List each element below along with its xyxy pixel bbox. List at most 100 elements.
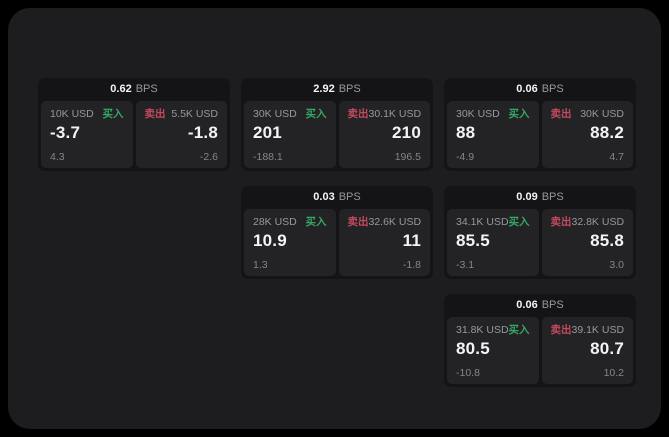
sell-price: 210	[392, 122, 421, 142]
buy-amount-label: 10K USD	[50, 108, 94, 120]
sell-tile[interactable]: 卖出 30K USD 88.2 4.7	[541, 101, 633, 168]
quote-card: 0.03 BPS 28K USD 买入 10.9 1.3 卖出 32.6K US…	[241, 186, 433, 279]
bps-value: 2.92	[313, 83, 335, 95]
card-header: 0.03 BPS	[241, 186, 433, 209]
buy-tile-header: 10K USD 买入	[50, 109, 124, 120]
sell-side-tag: 卖出	[347, 216, 369, 228]
sell-tile[interactable]: 卖出 32.8K USD 85.8 3.0	[541, 209, 633, 276]
sell-price: 88.2	[590, 122, 624, 142]
bps-unit-label: BPS	[541, 191, 564, 203]
buy-tile[interactable]: 31.8K USD 买入 80.5 -10.8	[447, 317, 539, 384]
card-body: 30K USD 买入 88 -4.9 卖出 30K USD 88.2 4.7	[444, 101, 636, 171]
buy-delta: -10.8	[456, 366, 480, 379]
buy-price: -3.7	[50, 122, 81, 142]
sell-delta: 4.7	[609, 150, 624, 163]
buy-amount-label: 34.1K USD	[456, 216, 509, 228]
sell-tile[interactable]: 卖出 39.1K USD 80.7 10.2	[541, 317, 633, 384]
buy-price: 80.5	[456, 338, 490, 358]
sell-amount-label: 30K USD	[580, 108, 624, 120]
sell-price: 11	[402, 230, 421, 250]
buy-amount-label: 31.8K USD	[456, 324, 509, 336]
sell-tile-header: 卖出 32.6K USD	[348, 217, 422, 228]
card-header: 0.09 BPS	[444, 186, 636, 209]
buy-price: 10.9	[253, 230, 287, 250]
trading-panel: 0.62 BPS 10K USD 买入 -3.7 4.3 卖出 5.5K USD…	[8, 8, 661, 429]
bps-unit-label: BPS	[338, 83, 361, 95]
buy-tile-header: 30K USD 买入	[253, 109, 327, 120]
sell-side-tag: 卖出	[347, 108, 369, 120]
card-body: 30K USD 买入 201 -188.1 卖出 30.1K USD 210 1…	[241, 101, 433, 171]
buy-tile-header: 28K USD 买入	[253, 217, 327, 228]
sell-tile-header: 卖出 30K USD	[551, 109, 625, 120]
buy-delta: 4.3	[50, 150, 65, 163]
buy-side-tag: 买入	[305, 108, 327, 120]
sell-tile[interactable]: 卖出 32.6K USD 11 -1.8	[338, 209, 430, 276]
card-header: 0.06 BPS	[444, 294, 636, 317]
buy-delta: -3.1	[456, 258, 475, 271]
card-header: 2.92 BPS	[241, 78, 433, 101]
sell-amount-label: 30.1K USD	[368, 108, 422, 120]
buy-amount-label: 28K USD	[253, 216, 297, 228]
bps-value: 0.09	[516, 191, 538, 203]
sell-price: -1.8	[187, 122, 218, 142]
sell-delta: 3.0	[609, 258, 624, 271]
bps-value: 0.06	[516, 299, 538, 311]
card-body: 31.8K USD 买入 80.5 -10.8 卖出 39.1K USD 80.…	[444, 317, 636, 387]
sell-amount-label: 5.5K USD	[171, 108, 218, 120]
card-body: 28K USD 买入 10.9 1.3 卖出 32.6K USD 11 -1.8	[241, 209, 433, 279]
bps-unit-label: BPS	[541, 299, 564, 311]
sell-delta: 10.2	[603, 366, 624, 379]
sell-side-tag: 卖出	[144, 108, 166, 120]
quote-card: 0.09 BPS 34.1K USD 买入 85.5 -3.1 卖出 32.8K…	[444, 186, 636, 279]
sell-amount-label: 39.1K USD	[571, 324, 625, 336]
card-header: 0.62 BPS	[38, 78, 230, 101]
buy-side-tag: 买入	[508, 324, 530, 336]
sell-tile[interactable]: 卖出 30.1K USD 210 196.5	[338, 101, 430, 168]
buy-tile[interactable]: 30K USD 买入 201 -188.1	[244, 101, 336, 168]
card-body: 10K USD 买入 -3.7 4.3 卖出 5.5K USD -1.8 -2.…	[38, 101, 230, 171]
bps-unit-label: BPS	[338, 191, 361, 203]
buy-tile[interactable]: 10K USD 买入 -3.7 4.3	[41, 101, 133, 168]
sell-side-tag: 卖出	[550, 108, 572, 120]
quote-card: 0.06 BPS 31.8K USD 买入 80.5 -10.8 卖出 39.1…	[444, 294, 636, 387]
buy-delta: 1.3	[253, 258, 268, 271]
bps-unit-label: BPS	[135, 83, 158, 95]
buy-delta: -188.1	[253, 150, 283, 163]
sell-price: 80.7	[590, 338, 624, 358]
buy-side-tag: 买入	[508, 216, 530, 228]
buy-delta: -4.9	[456, 150, 475, 163]
sell-delta: 196.5	[394, 150, 421, 163]
buy-price: 85.5	[456, 230, 490, 250]
card-header: 0.06 BPS	[444, 78, 636, 101]
card-body: 34.1K USD 买入 85.5 -3.1 卖出 32.8K USD 85.8…	[444, 209, 636, 279]
quote-cards-grid: 0.62 BPS 10K USD 买入 -3.7 4.3 卖出 5.5K USD…	[38, 78, 636, 387]
buy-tile-header: 31.8K USD 买入	[456, 325, 530, 336]
buy-amount-label: 30K USD	[456, 108, 500, 120]
buy-amount-label: 30K USD	[253, 108, 297, 120]
sell-side-tag: 卖出	[550, 216, 572, 228]
buy-tile[interactable]: 34.1K USD 买入 85.5 -3.1	[447, 209, 539, 276]
quote-card: 2.92 BPS 30K USD 买入 201 -188.1 卖出 30.1K …	[241, 78, 433, 171]
sell-tile-header: 卖出 39.1K USD	[551, 325, 625, 336]
buy-side-tag: 买入	[305, 216, 327, 228]
buy-side-tag: 买入	[102, 108, 124, 120]
sell-side-tag: 卖出	[550, 324, 572, 336]
bps-value: 0.62	[110, 83, 132, 95]
buy-price: 88	[456, 122, 476, 142]
sell-amount-label: 32.8K USD	[571, 216, 625, 228]
sell-tile-header: 卖出 5.5K USD	[145, 109, 219, 120]
sell-amount-label: 32.6K USD	[368, 216, 422, 228]
buy-tile-header: 34.1K USD 买入	[456, 217, 530, 228]
quote-card: 0.06 BPS 30K USD 买入 88 -4.9 卖出 30K USD 8…	[444, 78, 636, 171]
bps-unit-label: BPS	[541, 83, 564, 95]
buy-side-tag: 买入	[508, 108, 530, 120]
buy-tile-header: 30K USD 买入	[456, 109, 530, 120]
buy-tile[interactable]: 28K USD 买入 10.9 1.3	[244, 209, 336, 276]
sell-delta: -1.8	[402, 258, 421, 271]
sell-tile-header: 卖出 30.1K USD	[348, 109, 422, 120]
buy-price: 201	[253, 122, 282, 142]
sell-tile-header: 卖出 32.8K USD	[551, 217, 625, 228]
buy-tile[interactable]: 30K USD 买入 88 -4.9	[447, 101, 539, 168]
sell-tile[interactable]: 卖出 5.5K USD -1.8 -2.6	[135, 101, 227, 168]
